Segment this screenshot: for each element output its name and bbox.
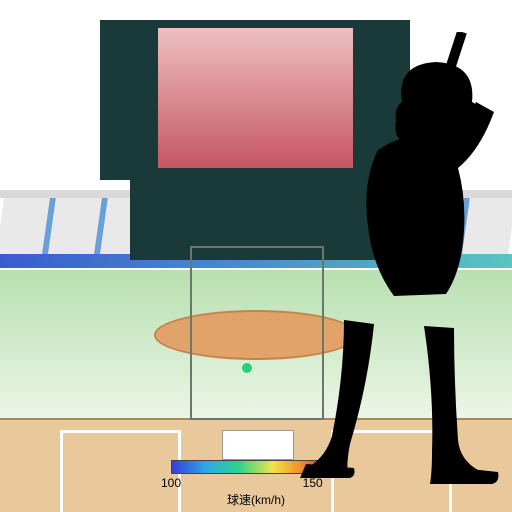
pitch-dot	[242, 363, 252, 373]
batters-box-left	[60, 430, 181, 512]
pitch-location-chart: 100150 球速(km/h)	[0, 0, 512, 512]
batter-silhouette	[282, 32, 512, 512]
